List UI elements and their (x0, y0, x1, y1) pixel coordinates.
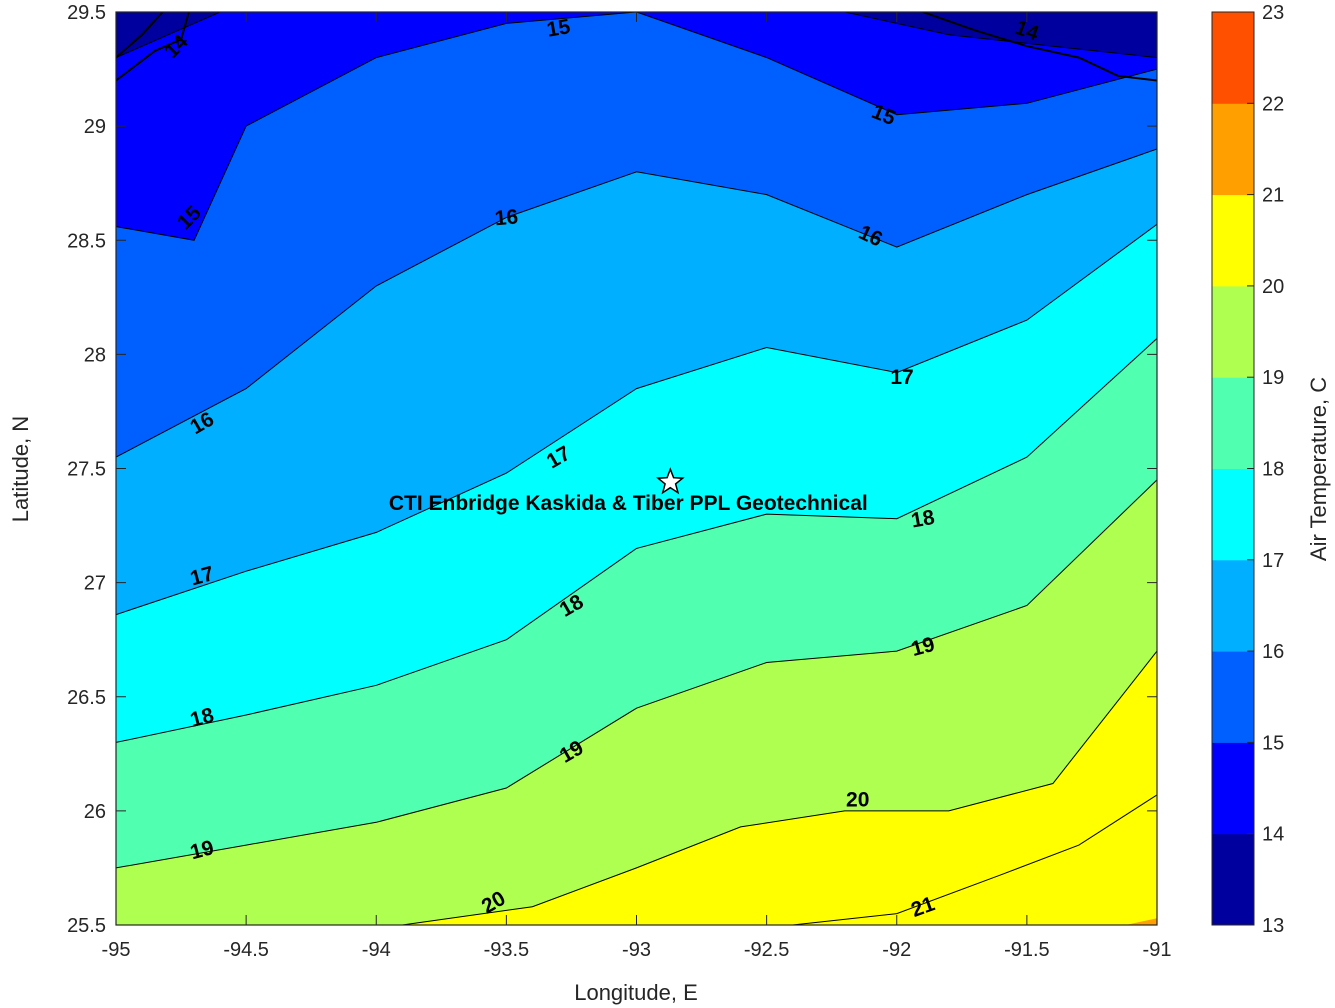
site-star-icon (656, 467, 685, 495)
coastline-segment (116, 12, 190, 82)
x-tick-label: -91.5 (1004, 939, 1050, 961)
colorbar-tick-label: 17 (1262, 550, 1284, 572)
colorbar-segment (1212, 12, 1254, 104)
colorbar-tick-label: 14 (1262, 824, 1284, 846)
coastline-segment (116, 12, 164, 59)
colorbar-segment (1212, 285, 1254, 378)
x-axis: -95 -94.5 -94 -93.5 -93 -92.5 -92 -91.5 -91 (102, 12, 1172, 961)
colorbar-segment (1212, 833, 1254, 926)
colorbar-segment (1212, 377, 1254, 469)
y-tick-label: 26.5 (67, 687, 106, 709)
colorbar-tick-label: 21 (1262, 185, 1284, 207)
colorbar-tick-label: 19 (1262, 367, 1284, 389)
isotherm-20 (402, 650, 1157, 925)
temperature-bands (116, 12, 1157, 925)
y-tick-label: 29.5 (67, 2, 106, 24)
colorbar-segment (1212, 742, 1254, 835)
y-tick-label: 25.5 (67, 915, 106, 937)
isotherm-18 (116, 338, 1157, 743)
colorbar-tick-label: 23 (1262, 2, 1284, 24)
y-tick-label: 27.5 (67, 459, 106, 481)
contour-label: 20 (846, 789, 869, 812)
y-tick-label: 28 (84, 344, 106, 366)
colorbar-segment (1212, 103, 1254, 196)
colorbar-segment (1212, 468, 1254, 561)
colorbar-tick-label: 16 (1262, 641, 1284, 663)
x-tick-label: -93 (622, 939, 651, 961)
y-tick-label: 28.5 (67, 230, 106, 252)
x-tick-label: -95 (102, 939, 131, 961)
contour-label: 15 (545, 15, 572, 42)
isotherm-14 (844, 12, 1157, 59)
band-fill (116, 12, 1157, 241)
x-tick-label: -94 (362, 939, 391, 961)
x-tick-label: -91 (1143, 939, 1172, 961)
colorbar-tick-label: 13 (1262, 915, 1284, 937)
isotherm-15 (116, 12, 1157, 241)
band-fill (844, 12, 1157, 58)
contour-label: 17 (890, 366, 913, 389)
y-axis-title: Latitude, N (8, 416, 33, 522)
colorbar-segment (1212, 651, 1254, 743)
colorbar-title: Air Temperature, C (1306, 377, 1331, 561)
isotherm-16 (116, 148, 1157, 458)
y-tick-label: 27 (84, 573, 106, 595)
isotherm-19 (116, 479, 1157, 869)
colorbar-tick-label: 22 (1262, 93, 1284, 115)
contour-label: 18 (909, 506, 936, 533)
isotherm-21 (792, 794, 1157, 925)
x-tick-label: -92 (882, 939, 911, 961)
colorbar-tick-label: 15 (1262, 732, 1284, 754)
site-marker-group: CTI Enbridge Kaskida & Tiber PPL Geotech… (389, 467, 868, 515)
colorbar-segment (1212, 194, 1254, 287)
colorbar-segment (1212, 559, 1254, 652)
band-fill (116, 12, 1157, 458)
x-tick-label: -93.5 (484, 939, 530, 961)
x-axis-title: Longitude, E (574, 980, 698, 1005)
x-tick-label: -94.5 (223, 939, 269, 961)
colorbar: 13 14 15 16 17 18 19 20 21 22 23 (1211, 2, 1284, 937)
x-tick-label: -92.5 (744, 939, 790, 961)
coastline-segment (922, 12, 1157, 82)
isotherm-lines (116, 12, 1157, 925)
colorbar-tick-label: 18 (1262, 459, 1284, 481)
band-fill (1125, 918, 1157, 925)
y-tick-label: 26 (84, 801, 106, 823)
isotherm-14 (116, 12, 221, 59)
colorbar-tick-label: 20 (1262, 276, 1284, 298)
isotherm-17 (116, 223, 1157, 616)
site-label: CTI Enbridge Kaskida & Tiber PPL Geotech… (389, 492, 868, 515)
coastline (116, 12, 1157, 82)
contour-label: 16 (494, 205, 519, 230)
y-tick-label: 29 (84, 116, 106, 138)
y-axis: 25.5 26 26.5 27 27.5 28 28.5 29 29.5 (67, 2, 1157, 937)
